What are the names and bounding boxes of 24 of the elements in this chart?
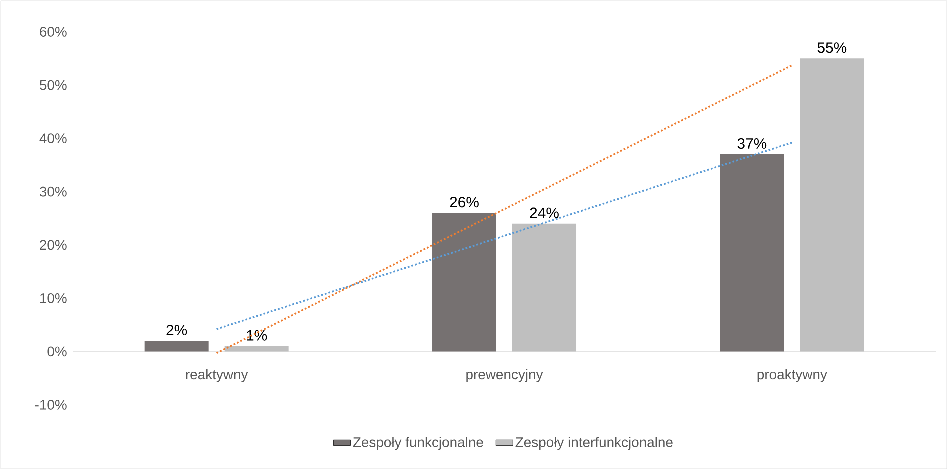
y-tick-label: 40% (40, 134, 67, 144)
data-label: 55% (818, 42, 847, 54)
data-label: 26% (450, 197, 479, 208)
legend-label: Zespoły funkcjonalne (353, 437, 484, 450)
y-tick-label: 30% (40, 186, 67, 197)
data-label: 2% (166, 325, 188, 336)
data-label: 37% (738, 138, 767, 150)
y-tick-label: 10% (40, 293, 67, 304)
x-tick-label: prewencyjny (466, 369, 544, 382)
y-tick-label: 50% (40, 80, 67, 90)
y-tick-label: -10% (35, 400, 67, 410)
y-tick-label: 0% (48, 346, 67, 357)
y-tick-label: 60% (40, 27, 67, 37)
bar (720, 154, 784, 352)
x-tick-label: proaktywny (758, 369, 828, 382)
data-label: 24% (530, 208, 559, 218)
bar (144, 341, 209, 352)
bar (512, 224, 577, 352)
bar (224, 346, 289, 352)
bar (432, 213, 497, 352)
bar (800, 58, 864, 352)
legend-label: Zespoły interfunkcjonalne (516, 437, 673, 450)
x-tick-label: reaktywny (186, 369, 248, 382)
y-tick-label: 20% (40, 240, 67, 250)
